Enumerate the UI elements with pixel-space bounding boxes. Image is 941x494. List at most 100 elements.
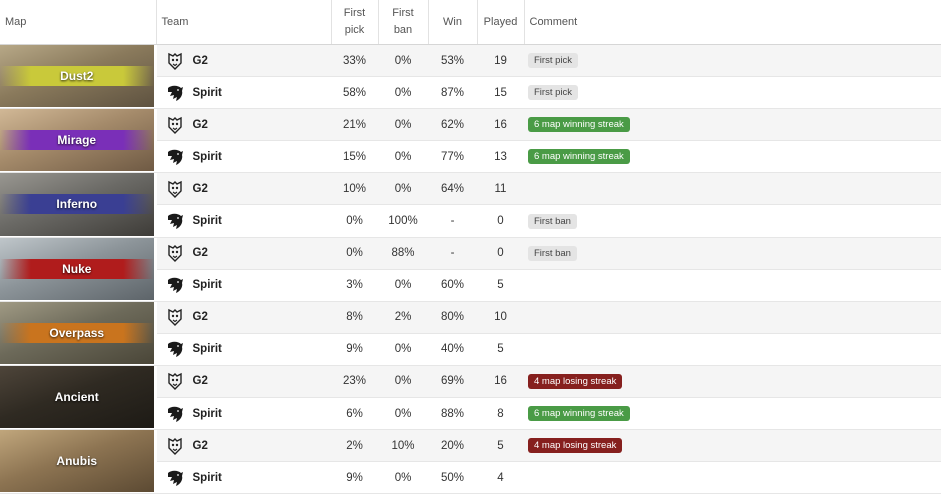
first-pick-value: 9% <box>331 333 378 366</box>
header-first-pick[interactable]: First pick <box>331 0 379 45</box>
spirit-dragon-icon <box>167 470 183 486</box>
team-cell: G2 <box>156 44 331 78</box>
team-name[interactable]: G2 <box>192 311 208 324</box>
g2-logo-icon <box>167 244 182 263</box>
team-name[interactable]: G2 <box>192 439 208 452</box>
map-name: Dust2 <box>60 69 94 84</box>
win-value: 62% <box>428 108 477 142</box>
comment-cell <box>524 269 941 302</box>
first-ban-value: 0% <box>378 461 428 494</box>
team-name[interactable]: G2 <box>192 118 208 131</box>
comment-badge: 6 map winning streak <box>528 149 630 165</box>
played-value: 0 <box>477 204 524 238</box>
played-value: 5 <box>477 429 524 463</box>
map-name: Nuke <box>62 261 92 276</box>
played-value: 10 <box>477 301 524 334</box>
first-ban-value: 0% <box>378 172 428 206</box>
team-name[interactable]: G2 <box>192 54 208 67</box>
team-name[interactable]: G2 <box>192 375 208 388</box>
comment-badge: 4 map losing streak <box>528 438 623 454</box>
played-value: 13 <box>477 140 524 174</box>
team-name[interactable]: Spirit <box>192 279 222 292</box>
header-played[interactable]: Played <box>477 0 525 45</box>
played-value: 5 <box>477 269 524 302</box>
first-ban-value: 0% <box>378 269 428 302</box>
team-cell: G2 <box>156 108 331 142</box>
played-value: 16 <box>477 365 524 399</box>
g2-logo-icon <box>167 309 182 327</box>
map-name-band: Mirage <box>0 130 154 151</box>
header-first-ban[interactable]: First ban <box>378 0 429 45</box>
spirit-dragon-icon <box>167 342 183 358</box>
team-name[interactable]: Spirit <box>192 215 222 228</box>
table-row: Dust2 G2 33% 0% 53% 19 First pick <box>0 44 941 110</box>
played-value: 0 <box>477 237 524 270</box>
header-map[interactable]: Map <box>0 0 157 45</box>
team-name[interactable]: Spirit <box>192 86 222 99</box>
table-row: Spirit 0% 100% -0 First ban <box>0 204 941 238</box>
map-name: Overpass <box>49 325 105 340</box>
comment-cell <box>524 461 941 494</box>
header-first-ban-line1: First <box>392 7 414 19</box>
comment-cell: First pick <box>524 44 941 78</box>
team-cell: Spirit <box>156 269 331 302</box>
map-cell: Dust2 <box>0 44 157 110</box>
team-name[interactable]: Spirit <box>192 343 222 356</box>
table-row: Spirit 15% 0% 77% 13 6 map winning streak <box>0 140 941 174</box>
team-name[interactable]: Spirit <box>192 150 222 163</box>
g2-logo-icon <box>167 437 182 455</box>
map-cell: Ancient <box>0 365 157 431</box>
first-pick-value: 0% <box>331 237 378 270</box>
win-value: 80% <box>428 301 477 334</box>
table-row: Anubis G2 2% 10% 20% 5 4 map losing streak <box>0 429 941 494</box>
comment-cell: 6 map winning streak <box>524 140 941 174</box>
played-value: 19 <box>477 44 524 78</box>
first-ban-value: 88% <box>378 237 428 270</box>
first-ban-value: 10% <box>378 429 428 463</box>
win-value: 77% <box>428 140 477 174</box>
played-value: 4 <box>477 461 524 494</box>
first-pick-value: 8% <box>331 301 378 334</box>
comment-badge: First ban <box>528 245 577 261</box>
first-pick-value: 21% <box>331 108 378 142</box>
comment-cell: First ban <box>524 204 941 238</box>
team-cell: G2 <box>156 237 331 270</box>
header-row: Map Team First pick First ban Win Played C… <box>0 0 941 45</box>
first-pick-value: 2% <box>331 429 378 463</box>
table-row: Spirit 3% 0% 60% 5 <box>0 269 941 302</box>
map-thumbnail: Ancient <box>0 365 154 429</box>
map-name-band: Overpass <box>0 322 154 343</box>
header-comment[interactable]: Comment <box>524 0 941 45</box>
comment-cell: First ban <box>524 237 941 270</box>
comment-badge: First pick <box>528 85 578 101</box>
team-cell: Spirit <box>156 204 331 238</box>
map-name-band: Inferno <box>0 194 154 215</box>
header-team[interactable]: Team <box>156 0 332 45</box>
team-cell: Spirit <box>156 461 331 494</box>
comment-cell: 6 map winning streak <box>524 397 941 431</box>
map-thumbnail: Nuke <box>0 237 154 300</box>
map-thumbnail: Mirage <box>0 109 154 172</box>
table-row: Mirage G2 21% 0% 62% 16 6 map winning streak <box>0 108 941 174</box>
first-ban-value: 0% <box>378 140 428 174</box>
first-ban-value: 0% <box>378 44 428 78</box>
team-name[interactable]: Spirit <box>192 407 222 420</box>
team-name[interactable]: Spirit <box>192 471 222 484</box>
team-cell: Spirit <box>156 397 331 431</box>
table-row: Spirit 6% 0% 88% 8 6 map winning streak <box>0 397 941 431</box>
map-thumbnail: Dust2 <box>0 45 154 108</box>
win-value: 53% <box>428 44 477 78</box>
team-name[interactable]: G2 <box>192 247 208 260</box>
header-win[interactable]: Win <box>428 0 478 45</box>
comment-cell <box>524 172 941 206</box>
team-name[interactable]: G2 <box>192 182 208 195</box>
first-pick-value: 0% <box>331 204 378 238</box>
played-value: 11 <box>477 172 524 206</box>
played-value: 16 <box>477 108 524 142</box>
comment-badge: 6 map winning streak <box>528 117 630 133</box>
team-cell: G2 <box>156 429 331 463</box>
played-value: 5 <box>477 333 524 366</box>
comment-cell: 4 map losing streak <box>524 429 941 463</box>
win-value: - <box>428 237 477 270</box>
